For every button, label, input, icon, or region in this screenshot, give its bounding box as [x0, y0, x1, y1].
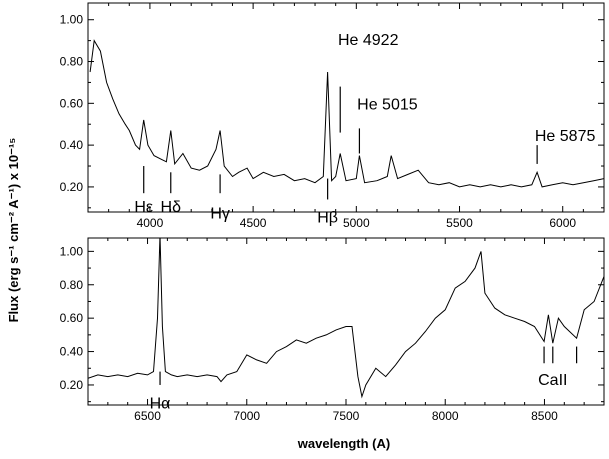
top-x-tick-label: 5500 [446, 216, 473, 230]
top-line-label: Hβ [317, 209, 338, 226]
bottom-spectrum-line [88, 238, 604, 399]
top-y-tick-label: 1.00 [60, 13, 84, 27]
top-y-tick-label: 0.40 [60, 138, 84, 152]
bottom-line-label: CaII [538, 372, 567, 389]
top-plot-frame [87, 2, 605, 213]
top-x-tick-label: 4000 [137, 216, 164, 230]
top-x-tick-label: 4500 [240, 216, 267, 230]
top-panel: 4000 4500 5000 5500 6000 0.20 0.40 0.60 0.80 1.00… [60, 2, 605, 230]
top-line-label: He 4922 [338, 32, 399, 49]
top-y-tick-label: 0.60 [60, 96, 84, 110]
bottom-y-tick-label: 0.80 [60, 278, 84, 292]
top-line-label: He 5875 [535, 128, 596, 145]
top-spectrum-line [89, 39, 604, 188]
top-line-label: He 5015 [357, 97, 418, 114]
top-line-label: Hε [134, 199, 153, 216]
bottom-x-tick-label: 7000 [233, 409, 260, 423]
bottom-line-label: Hα [150, 395, 171, 412]
top-line-label: Hδ [161, 199, 182, 216]
x-axis-title: wavelength (A) [297, 436, 390, 451]
bottom-y-tick-label: 0.20 [60, 378, 84, 392]
bottom-y-tick-label: 1.00 [60, 244, 84, 258]
bottom-y-tick-label: 0.40 [60, 345, 84, 359]
bottom-y-tick-label: 0.60 [60, 311, 84, 325]
bottom-x-tick-label: 6500 [134, 409, 161, 423]
top-x-tick-label: 5000 [343, 216, 370, 230]
top-y-tick-label: 0.20 [60, 180, 84, 194]
bottom-x-tick-label: 7500 [333, 409, 360, 423]
top-x-tick-label: 6000 [549, 216, 576, 230]
bottom-x-tick-label: 8000 [432, 409, 459, 423]
bottom-plot-frame [87, 237, 605, 406]
y-axis-title: Flux (erg s⁻¹ cm⁻² A⁻¹) x 10⁻¹⁵ [6, 138, 21, 323]
bottom-panel: 6500 7000 7500 8000 8500 0.20 0.40 0.60 0.80 1.00… [60, 237, 605, 423]
top-line-label: Hγ [210, 205, 230, 222]
bottom-x-tick-label: 8500 [531, 409, 558, 423]
top-y-tick-label: 0.80 [60, 55, 84, 69]
